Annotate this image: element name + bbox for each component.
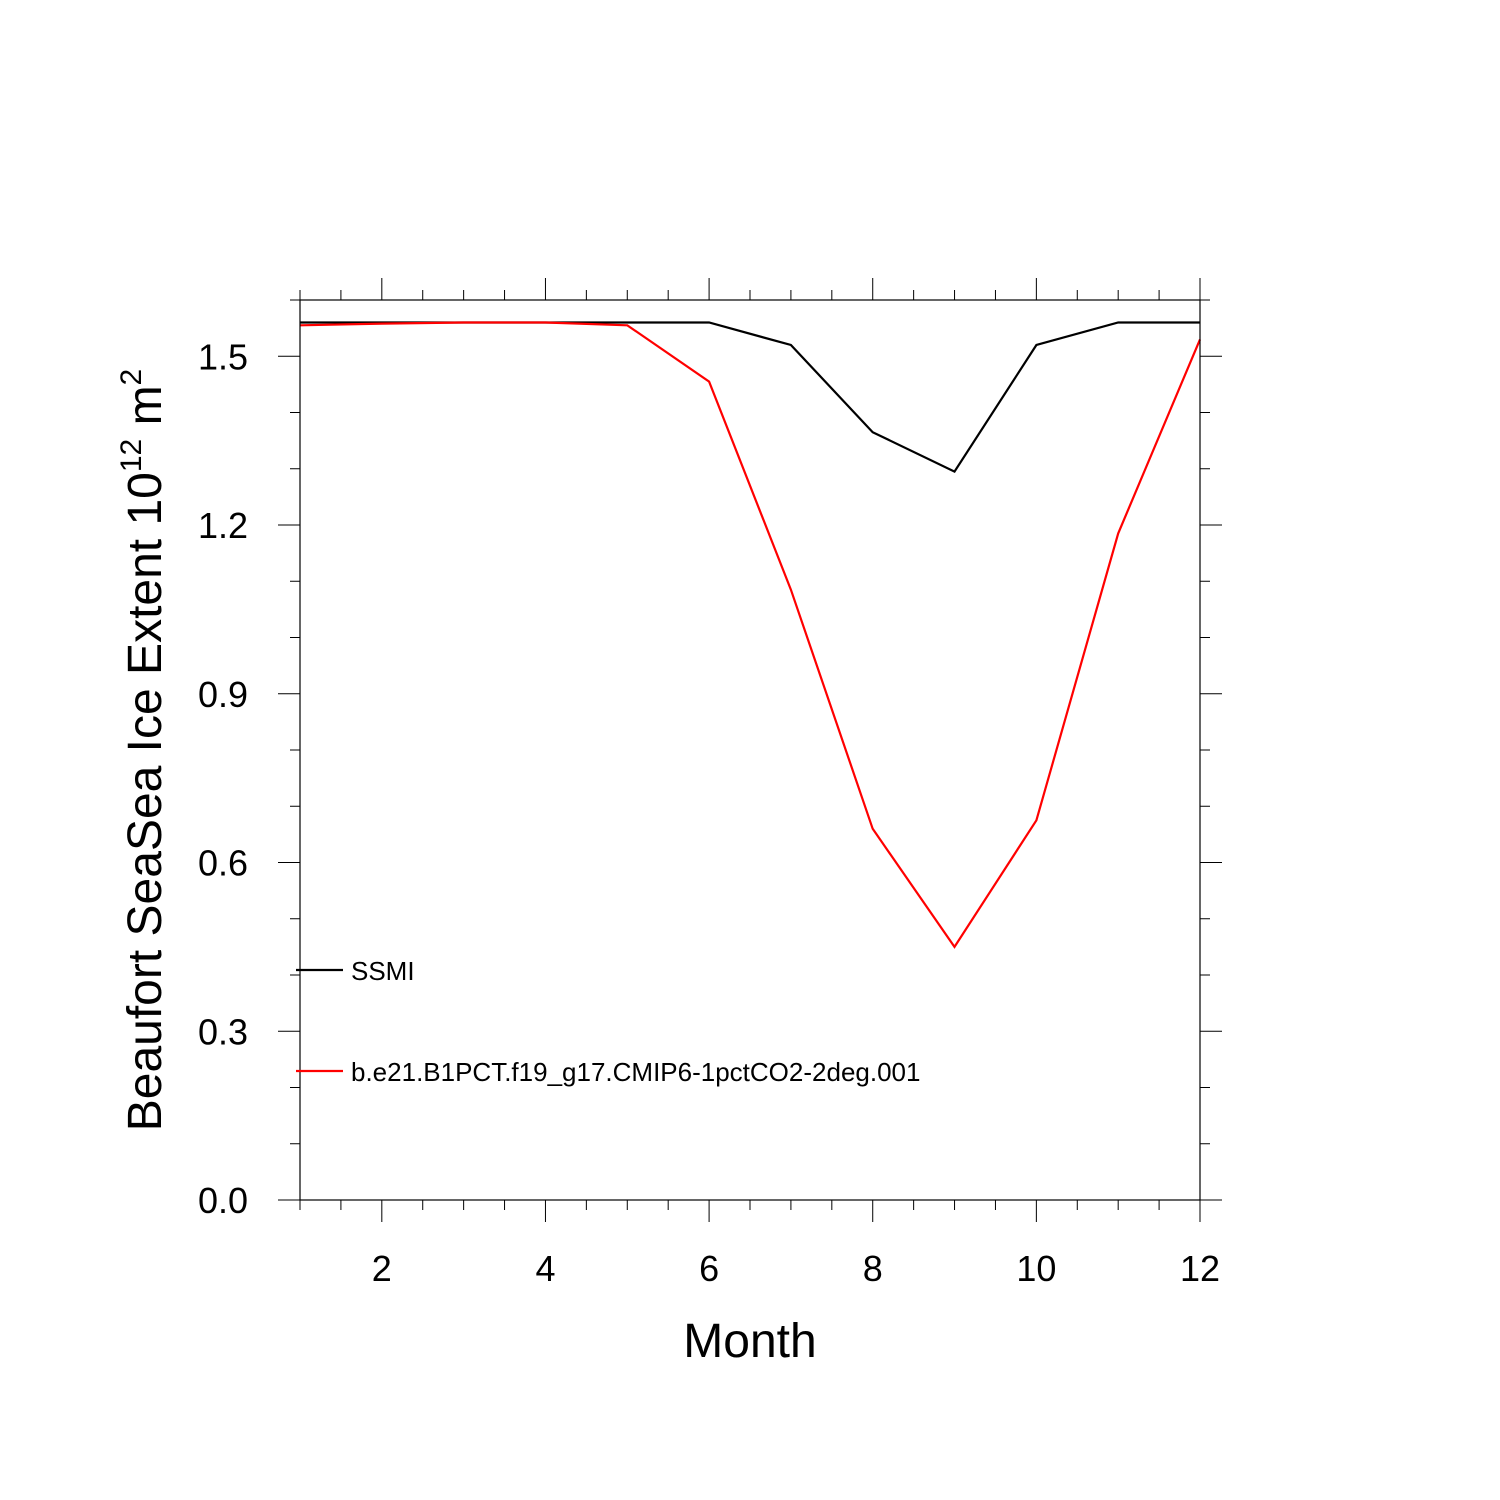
y-axis-title: Beaufort SeaSea Ice Extent 1012 m2	[115, 369, 172, 1132]
axis-tick-labels: 2 4 6 8 10 12 0.0 0.3 0.6 0.9 1.2 1.5	[198, 336, 1220, 1289]
y-tick-label: 1.5	[198, 336, 248, 377]
y-axis-title-exponent: 12	[115, 439, 148, 472]
series-line-1	[300, 321, 1200, 474]
x-tick-label: 12	[1180, 1248, 1220, 1289]
x-axis-title: Month	[683, 1315, 816, 1368]
legend-label: b.e21.B1PCT.f19_g17.CMIP6-1pctCO2-2deg.0…	[351, 1057, 920, 1087]
y-tick-label: 0.6	[198, 843, 248, 884]
legend-label: SSMI	[351, 956, 415, 986]
y-tick-label: 0.9	[198, 674, 248, 715]
series-lines	[299, 321, 1202, 949]
y-tick-label: 0.3	[198, 1011, 248, 1052]
x-tick-label: 8	[863, 1248, 883, 1289]
x-tick-label: 4	[535, 1248, 555, 1289]
plot-frame	[299, 299, 1201, 1201]
x-tick-label: 10	[1016, 1248, 1056, 1289]
y-tick-label: 1.2	[198, 505, 248, 546]
x-tick-label: 6	[699, 1248, 719, 1289]
y-axis-title-unit-exponent: 2	[115, 369, 148, 386]
legend: SSMI b.e21.B1PCT.f19_g17.CMIP6-1pctCO2-2d…	[296, 956, 920, 1087]
series-line-2	[299, 321, 1202, 949]
y-axis-title-unit: m	[119, 385, 172, 438]
y-tick-label: 0.0	[198, 1180, 248, 1221]
axis-ticks	[278, 278, 1222, 1222]
x-tick-label: 2	[372, 1248, 392, 1289]
y-axis-title-main: Beaufort SeaSea Ice Extent 10	[119, 472, 172, 1131]
